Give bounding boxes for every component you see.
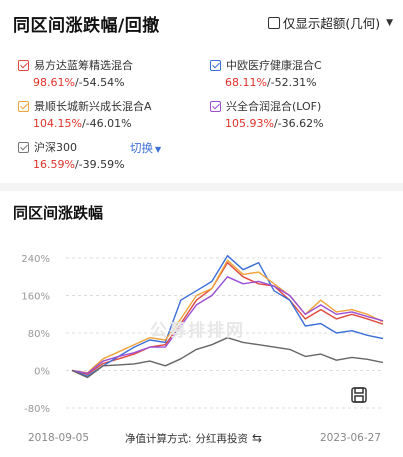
- fund-item[interactable]: 兴全合润混合(LOF) 105.93%/-36.62%: [210, 98, 400, 130]
- excess-only-toggle[interactable]: 仅显示超额(几何) ▼: [267, 13, 393, 32]
- fund-name: 中欧医疗健康混合C: [226, 59, 322, 72]
- fund-item[interactable]: 景顺长城新兴成长混合A 104.15%/-46.01%: [18, 98, 208, 130]
- fund-checkbox[interactable]: [210, 100, 221, 112]
- fund-checkbox[interactable]: [18, 141, 29, 153]
- y-tick-label: -80%: [24, 404, 50, 415]
- fund-drawdown: /-52.31%: [266, 76, 317, 89]
- end-date: 2023-06-27: [319, 432, 381, 444]
- fund-drawdown: /-46.01%: [81, 117, 132, 130]
- start-date: 2018-09-05: [28, 432, 90, 444]
- series-line-2: [71, 259, 384, 374]
- excess-label: 仅显示超额(几何): [282, 16, 381, 31]
- fund-gain: 98.61%: [33, 76, 75, 89]
- section-divider: [0, 183, 403, 191]
- fund-name: 沪深300: [34, 141, 77, 154]
- fund-drawdown: /-54.54%: [74, 76, 125, 89]
- y-tick-label: 80%: [28, 329, 50, 340]
- fund-checkbox[interactable]: [18, 100, 29, 112]
- return-chart[interactable]: 240% 160% 80% 0% -80%: [0, 240, 403, 430]
- fund-item[interactable]: 中欧医疗健康混合C 68.11%/-52.31%: [210, 57, 400, 89]
- calc-method[interactable]: 净值计算方式: 分红再投资 ⇆: [125, 431, 262, 446]
- page-title: 同区间涨跌幅/回撤: [13, 16, 160, 36]
- fund-checkbox[interactable]: [18, 59, 29, 71]
- y-tick-label: 240%: [21, 254, 50, 265]
- y-tick-label: 0%: [34, 367, 50, 378]
- calc-method-label: 净值计算方式:: [125, 433, 192, 445]
- swap-icon[interactable]: ⇆: [252, 431, 263, 445]
- fund-drawdown: /-36.62%: [273, 117, 324, 130]
- fund-gain: 16.59%: [33, 158, 75, 171]
- triangle-down-icon: ▼: [155, 145, 162, 154]
- y-tick-label: 160%: [21, 292, 50, 303]
- fund-gain: 68.11%: [225, 76, 267, 89]
- fund-name: 兴全合润混合(LOF): [226, 100, 322, 113]
- fund-name: 易方达蓝筹精选混合: [34, 59, 133, 72]
- switch-label: 切换: [130, 141, 153, 155]
- switch-button[interactable]: 切换 ▼: [130, 140, 161, 156]
- series-line-0: [71, 262, 384, 376]
- fund-gain: 105.93%: [225, 117, 274, 130]
- fund-name: 景顺长城新兴成长混合A: [34, 100, 152, 113]
- fund-drawdown: /-39.59%: [74, 158, 125, 171]
- watermark: 公募排排网: [150, 321, 245, 341]
- fund-checkbox[interactable]: [210, 59, 221, 71]
- calc-method-value: 分红再投资: [195, 433, 249, 445]
- fund-item[interactable]: 沪深300 16.59%/-39.59%: [18, 139, 208, 171]
- save-icon[interactable]: [350, 386, 368, 404]
- section-title: 同区间涨跌幅: [13, 204, 104, 222]
- header: 同区间涨跌幅/回撤 仅显示超额(几何) ▼: [0, 0, 403, 40]
- chart-footer: 2018-09-05 净值计算方式: 分红再投资 ⇆ 2023-06-27: [0, 428, 403, 448]
- excess-checkbox[interactable]: [267, 16, 280, 29]
- fund-item[interactable]: 易方达蓝筹精选混合 98.61%/-54.54%: [18, 57, 208, 89]
- series-line-4: [71, 336, 384, 379]
- series-line-3: [71, 276, 384, 375]
- chevron-down-icon[interactable]: ▼: [386, 17, 393, 28]
- fund-legend: 易方达蓝筹精选混合 98.61%/-54.54% 中欧医疗健康混合C 68.11…: [0, 52, 403, 182]
- series-line-1: [71, 254, 384, 377]
- fund-gain: 104.15%: [33, 117, 82, 130]
